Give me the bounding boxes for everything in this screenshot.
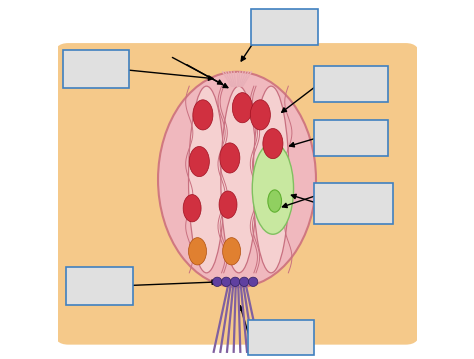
Ellipse shape — [189, 238, 207, 265]
Ellipse shape — [219, 191, 237, 218]
Ellipse shape — [223, 238, 241, 265]
Ellipse shape — [263, 129, 283, 159]
Ellipse shape — [183, 195, 201, 222]
Ellipse shape — [220, 143, 240, 173]
Circle shape — [248, 277, 258, 286]
FancyBboxPatch shape — [251, 9, 318, 45]
Ellipse shape — [250, 100, 270, 130]
Ellipse shape — [252, 143, 293, 234]
Ellipse shape — [158, 72, 316, 287]
FancyBboxPatch shape — [63, 50, 129, 88]
Circle shape — [212, 277, 222, 286]
FancyBboxPatch shape — [54, 43, 420, 345]
Ellipse shape — [221, 86, 257, 273]
Circle shape — [239, 277, 249, 286]
Ellipse shape — [268, 190, 282, 212]
Circle shape — [221, 277, 231, 286]
Ellipse shape — [253, 86, 289, 273]
Ellipse shape — [189, 146, 210, 177]
Ellipse shape — [189, 86, 224, 273]
FancyBboxPatch shape — [314, 120, 388, 156]
Circle shape — [230, 277, 240, 286]
FancyBboxPatch shape — [66, 267, 133, 305]
FancyBboxPatch shape — [314, 66, 388, 102]
Ellipse shape — [193, 100, 213, 130]
FancyBboxPatch shape — [248, 320, 314, 355]
FancyBboxPatch shape — [314, 183, 393, 224]
Ellipse shape — [232, 93, 253, 123]
